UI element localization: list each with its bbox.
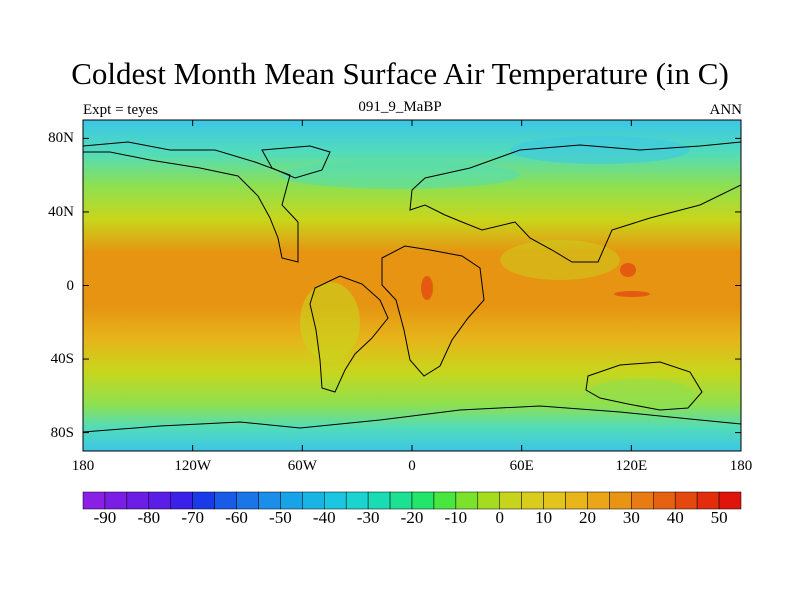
colorbar-swatch xyxy=(696,491,720,510)
colorbar-label: -10 xyxy=(444,508,468,527)
coastline-north-america xyxy=(83,141,299,263)
hot-spot-pacific xyxy=(614,291,650,297)
hot-spot-africa xyxy=(421,276,433,300)
cold-patch-siberia xyxy=(510,136,690,164)
experiment-label: Expt = teyes xyxy=(83,102,159,118)
colorbar-swatch xyxy=(565,491,588,510)
colorbar-swatch xyxy=(411,491,435,510)
colorbar-label: 0 xyxy=(495,508,504,527)
coastline-greenland xyxy=(261,145,331,179)
warm-patch-asia xyxy=(500,240,620,280)
colorbar-swatch xyxy=(521,491,544,510)
colorbar-label: -30 xyxy=(356,508,380,527)
colorbar-label: 10 xyxy=(535,508,553,527)
colorbar-swatch xyxy=(236,491,259,510)
colorbar-swatch xyxy=(170,491,193,510)
colorbar-swatch xyxy=(718,491,742,510)
colorbar-label: 20 xyxy=(578,508,596,527)
colorbar-swatch xyxy=(214,491,237,510)
period-label: 091_9_MaBP xyxy=(358,99,442,115)
colorbar xyxy=(82,491,742,510)
lon-label: 120W xyxy=(174,458,211,474)
lat-label: 0 xyxy=(66,277,75,294)
colorbar-swatch xyxy=(258,491,281,510)
colorbar-swatch xyxy=(455,491,479,510)
colorbar-label: -60 xyxy=(225,508,248,527)
colorbar-label: -80 xyxy=(137,508,161,527)
colorbar-swatch xyxy=(104,491,128,510)
colorbar-swatch xyxy=(192,491,215,510)
colorbar-swatch xyxy=(477,491,500,510)
colorbar-label: 50 xyxy=(710,508,728,527)
colorbar-swatch xyxy=(82,491,106,510)
page-title: Coldest Month Mean Surface Air Temperatu… xyxy=(71,56,729,91)
colorbar-label: -90 xyxy=(93,508,117,527)
colorbar-label: -20 xyxy=(400,508,424,527)
colorbar-swatch xyxy=(345,491,369,510)
coastline-antarctica xyxy=(83,405,741,433)
colorbar-swatch xyxy=(674,491,698,510)
lat-label: 40N xyxy=(48,203,74,220)
colorbar-swatch xyxy=(367,491,391,510)
colorbar-swatch xyxy=(126,491,150,510)
colorbar-swatch xyxy=(653,491,676,510)
lon-label: 0 xyxy=(408,458,416,474)
colorbar-label: -40 xyxy=(312,508,336,527)
cool-patch-south-america xyxy=(300,282,360,362)
colorbar-swatch xyxy=(148,491,171,510)
colorbar-swatch xyxy=(433,491,457,510)
colorbar-swatch xyxy=(389,491,413,510)
season-label: ANN xyxy=(709,102,743,118)
lat-label: 40S xyxy=(50,351,74,368)
colorbar-swatch xyxy=(543,491,566,510)
colorbar-swatch xyxy=(587,491,610,510)
axis-ticks xyxy=(82,120,742,451)
lat-label: 80S xyxy=(50,424,74,441)
hot-spot-asia xyxy=(620,263,636,277)
lon-label: 60W xyxy=(287,458,317,474)
colorbar-swatch xyxy=(631,491,654,510)
coastline-africa xyxy=(381,245,485,377)
colorbar-label: 30 xyxy=(622,508,640,527)
lon-label: 180 xyxy=(71,458,95,474)
cool-patch-australia xyxy=(585,379,695,411)
colorbar-swatch xyxy=(324,491,347,510)
colorbar-label: -50 xyxy=(269,508,292,527)
lon-label: 180 xyxy=(729,458,753,474)
colorbar-swatch xyxy=(280,491,303,510)
lat-label: 80N xyxy=(48,130,74,147)
colorbar-swatch xyxy=(302,491,325,510)
lon-label: 120E xyxy=(615,458,648,474)
colorbar-swatch xyxy=(609,491,632,510)
colorbar-label: -70 xyxy=(181,508,204,527)
colorbar-swatch xyxy=(499,491,522,510)
colorbar-label: 40 xyxy=(666,508,684,527)
coastline-south-america xyxy=(309,275,389,393)
lon-label: 60E xyxy=(509,458,534,474)
coastline-australia xyxy=(585,361,703,411)
coastline-eurasia xyxy=(409,141,741,263)
cold-patch-north xyxy=(280,161,520,189)
